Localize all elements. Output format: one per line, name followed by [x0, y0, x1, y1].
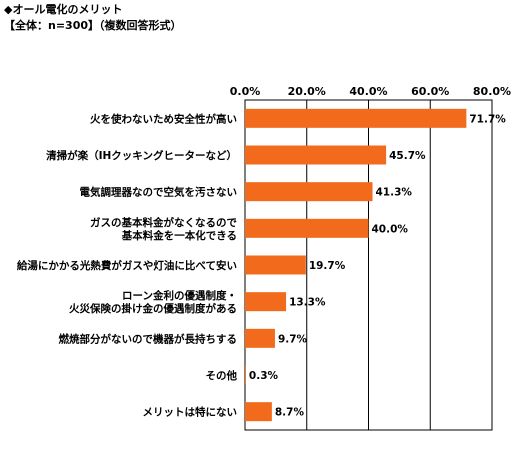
- data-label: 45.7%: [389, 150, 426, 162]
- bar: [245, 145, 387, 165]
- category-label: 基本料金を一本化できる: [121, 229, 237, 242]
- bar: [245, 182, 373, 202]
- chart-title: ◆オール電化のメリット: [4, 3, 123, 16]
- x-tick-label: 40.0%: [349, 85, 387, 98]
- data-label: 71.7%: [469, 113, 506, 125]
- x-tick-label: 60.0%: [411, 85, 449, 98]
- category-label: ローン金利の優遇制度・: [122, 289, 237, 302]
- bar: [245, 328, 275, 348]
- bar: [245, 108, 467, 128]
- data-label: 8.7%: [275, 407, 305, 419]
- data-label: 40.0%: [372, 223, 409, 235]
- category-label: メリットは特にない: [143, 406, 238, 419]
- bar: [245, 255, 306, 275]
- data-label: 13.3%: [289, 297, 326, 309]
- category-label: 火災保険の掛け金の優遇制度がある: [69, 302, 237, 315]
- category-label: 電気調理器なので空気を汚さない: [80, 186, 238, 199]
- category-label: その他: [206, 369, 238, 382]
- bar: [245, 218, 369, 238]
- data-label: 0.3%: [249, 370, 279, 382]
- category-label: ガスの基本料金がなくなるので: [90, 216, 237, 229]
- data-label: 9.7%: [278, 333, 308, 345]
- category-label: 清掃が楽（IHクッキングヒーターなど）: [46, 149, 237, 162]
- data-label: 41.3%: [376, 187, 413, 199]
- category-label: 給湯にかかる光熱費がガスや灯油に比べて安い: [17, 259, 237, 272]
- category-label: 燃焼部分がないので機器が長持ちする: [59, 332, 238, 345]
- x-tick-label: 80.0%: [473, 85, 511, 98]
- bar: [245, 292, 287, 312]
- bar: [245, 365, 246, 385]
- chart-subtitle: 【全体：n=300】（複数回答形式）: [4, 19, 182, 32]
- x-tick-label: 0.0%: [230, 85, 261, 98]
- bar: [245, 402, 272, 422]
- x-tick-label: 20.0%: [288, 85, 326, 98]
- category-label: 火を使わないため安全性が高い: [90, 112, 237, 125]
- data-label: 19.7%: [309, 260, 346, 272]
